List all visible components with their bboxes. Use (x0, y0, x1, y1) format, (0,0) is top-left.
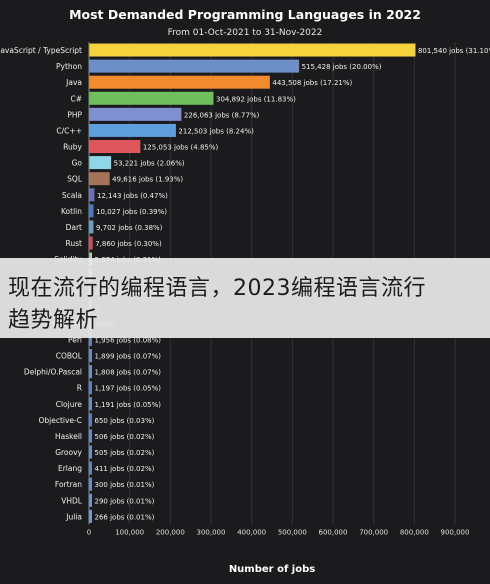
value-label: 212,503 jobs (8.24%) (178, 127, 254, 135)
bar (89, 349, 92, 363)
value-label: 443,508 jobs (17.21%) (272, 79, 352, 87)
category-label: PHP (67, 110, 82, 119)
category-label: SQL (67, 175, 83, 184)
category-label: Haskell (55, 432, 82, 441)
bar (89, 188, 95, 202)
category-label: Clojure (56, 400, 83, 409)
value-label: 1,899 jobs (0.07%) (95, 353, 162, 361)
category-label: Python (56, 62, 82, 71)
value-label: 300 jobs (0.01%) (95, 481, 155, 489)
bar (89, 156, 112, 170)
category-label: Julia (65, 512, 82, 521)
category-label: Delphi/O.Pascal (24, 368, 82, 377)
bar (89, 75, 270, 89)
category-label: C/C++ (56, 126, 82, 135)
x-tick-label: 400,000 (237, 528, 266, 536)
chart-subtitle: From 01-Oct-2021 to 31-Nov-2022 (168, 28, 323, 38)
category-label: VHDL (61, 496, 83, 505)
x-tick-label: 700,000 (359, 528, 388, 536)
bar (89, 461, 92, 475)
category-label: Scala (62, 191, 82, 200)
value-label: 1,191 jobs (0.05%) (95, 401, 162, 409)
value-label: 304,892 jobs (11.83%) (216, 95, 296, 103)
overlay-line-2: 趋势解析 (8, 308, 99, 333)
text-overlay-banner: 现在流行的编程语言，2023编程语言流行 趋势解析 (0, 258, 490, 338)
value-label: 12,143 jobs (0.47%) (97, 192, 168, 200)
bar (89, 365, 92, 379)
bar (89, 477, 92, 491)
value-label: 515,428 jobs (20.00%) (302, 63, 382, 71)
x-tick-label: 600,000 (319, 528, 348, 536)
category-label: C# (70, 94, 82, 103)
bar (89, 509, 92, 523)
value-label: 10,027 jobs (0.39%) (96, 208, 167, 216)
bar (89, 140, 141, 154)
chart-title: Most Demanded Programming Languages in 2… (69, 7, 421, 22)
value-label: 53,221 jobs (2.06%) (114, 160, 185, 168)
value-label: 1,808 jobs (0.07%) (95, 369, 162, 377)
value-label: 226,063 jobs (8.77%) (184, 111, 260, 119)
category-label: Perl (68, 335, 82, 344)
x-tick-label: 100,000 (115, 528, 144, 536)
x-axis-label: Number of jobs (229, 564, 315, 575)
category-label: Go (72, 159, 83, 168)
bar (89, 91, 214, 105)
value-label: 125,053 jobs (4.85%) (143, 144, 219, 152)
bar (89, 172, 110, 186)
value-label: 650 jobs (0.03%) (95, 417, 155, 425)
value-label: 411 jobs (0.02%) (95, 465, 155, 473)
overlay-line-1: 现在流行的编程语言，2023编程语言流行 (8, 276, 426, 301)
category-label: Ruby (63, 143, 82, 152)
bar (89, 59, 300, 73)
category-label: Objective-C (38, 416, 82, 425)
category-label: Fortran (55, 480, 82, 489)
category-label: COBOL (56, 352, 83, 361)
value-label: 1,197 jobs (0.05%) (95, 385, 162, 393)
bar (89, 220, 94, 234)
category-label: Java (65, 78, 82, 87)
category-label: Groovy (55, 448, 82, 457)
category-label: JavaScript / TypeScript (0, 46, 82, 55)
value-label: 505 jobs (0.02%) (95, 449, 155, 457)
value-label: 49,616 jobs (1.93%) (112, 176, 183, 184)
bar (89, 43, 416, 57)
x-tick-labels: 0 100,000 200,000 300,000 400,000 500,000 600,… (87, 528, 470, 536)
bar (89, 429, 92, 443)
value-labels: 801,540 jobs (31.10%) 515,428 jobs (20.00… (95, 47, 490, 521)
bar (89, 332, 92, 346)
bar (89, 381, 92, 395)
x-tick-label: 500,000 (278, 528, 307, 536)
x-tick-label: 800,000 (400, 528, 429, 536)
value-label: 266 jobs (0.01%) (95, 513, 155, 521)
value-label: 1,956 jobs (0.08%) (95, 336, 162, 344)
value-label: 7,860 jobs (0.30%) (95, 240, 162, 248)
category-label: Rust (66, 239, 83, 248)
value-label: 290 jobs (0.01%) (95, 497, 155, 505)
value-label: 9,702 jobs (0.38%) (96, 224, 163, 232)
category-label: Erlang (58, 464, 82, 473)
bars (89, 43, 416, 523)
value-label: 506 jobs (0.02%) (95, 433, 155, 441)
bar (89, 445, 92, 459)
x-tick-label: 900,000 (441, 528, 470, 536)
x-tick-label: 0 (87, 528, 91, 536)
category-label: R (77, 384, 82, 393)
bar (89, 123, 176, 137)
bar (89, 107, 182, 121)
category-label: Kotlin (61, 207, 82, 216)
value-label: 801,540 jobs (31.10%) (418, 47, 490, 55)
bar (89, 493, 92, 507)
x-tick-label: 300,000 (197, 528, 226, 536)
x-tick-label: 200,000 (156, 528, 185, 536)
bar (89, 397, 92, 411)
category-label: Dart (66, 223, 82, 232)
bar (89, 413, 92, 427)
bar (89, 236, 93, 250)
bar (89, 204, 94, 218)
